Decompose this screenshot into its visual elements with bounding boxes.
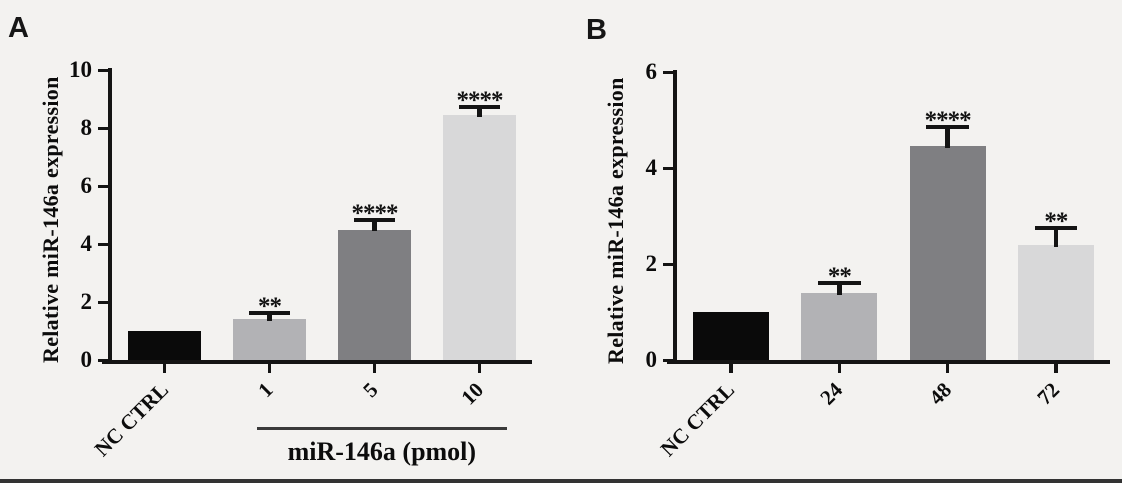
y-tick-label: 6 xyxy=(645,59,658,85)
bar-72 xyxy=(1017,244,1094,360)
bar-5 xyxy=(337,229,412,360)
error-bar-cap xyxy=(458,104,501,110)
x-tick-label-text: 24 xyxy=(815,377,848,410)
error-bar-cap xyxy=(248,310,291,316)
x-axis-tick xyxy=(372,364,377,373)
x-tick-label-text: NC CTRL xyxy=(655,377,740,462)
y-axis-tick xyxy=(663,358,673,362)
y-axis-tick xyxy=(98,300,108,304)
y-axis-line xyxy=(673,70,677,364)
error-bar-stem xyxy=(477,104,482,117)
bar-24 xyxy=(801,292,878,360)
error-bar-stem xyxy=(837,280,842,295)
y-axis-tick xyxy=(663,166,673,170)
x-axis-tick xyxy=(837,364,842,373)
x-tick-label-text: 72 xyxy=(1032,377,1065,410)
error-bar-stem xyxy=(945,124,950,149)
significance-stars: ** xyxy=(827,262,852,290)
significance-stars: **** xyxy=(456,86,504,114)
x-tick-label-text: 48 xyxy=(923,377,956,410)
x-axis-group-underline xyxy=(256,427,507,430)
y-tick-label: 8 xyxy=(80,115,93,141)
x-axis-tick xyxy=(1054,364,1058,373)
x-tick-label-text: 1 xyxy=(253,377,278,403)
error-bar-stem xyxy=(1053,225,1059,247)
bar-1 xyxy=(232,319,307,360)
x-axis-tick xyxy=(945,364,950,373)
bar-nc-ctrl xyxy=(127,331,202,360)
y-tick-label: 2 xyxy=(80,289,93,315)
error-bar-cap xyxy=(926,124,969,130)
panel-b-plot-area: 0 2 4 6 NC CTRL 24 ** 48 **** 72 ** xyxy=(646,60,1110,461)
y-axis-tick xyxy=(98,184,108,188)
x-axis-line xyxy=(102,360,532,364)
x-axis-line xyxy=(667,360,1110,364)
x-axis-tick xyxy=(477,364,482,373)
bar-48 xyxy=(909,146,986,360)
y-tick-label: 0 xyxy=(80,347,93,373)
panel-a-label: A xyxy=(8,12,29,44)
figure-bottom-border xyxy=(0,479,1122,483)
y-axis-tick xyxy=(98,242,108,246)
error-bar-cap xyxy=(353,217,396,223)
error-bar-stem xyxy=(267,310,272,322)
significance-stars: **** xyxy=(351,199,399,227)
bar-nc-ctrl xyxy=(693,312,769,360)
x-axis-tick xyxy=(267,364,272,373)
significance-stars: ** xyxy=(258,292,282,320)
panel-a-plot-area: 0 2 4 6 8 10 NC CTRL 1 ** 5 **** 10 **** miR-146a (pm… xyxy=(69,58,532,466)
y-tick-label: 6 xyxy=(80,173,93,199)
x-tick-label-text: 5 xyxy=(358,377,383,403)
bar-10 xyxy=(442,114,517,360)
significance-stars: **** xyxy=(924,106,972,134)
y-axis-tick xyxy=(98,358,108,362)
panel-b: B Relative miR-146a expression 0 2 4 6 NC CT… xyxy=(561,0,1122,483)
y-tick-label: 10 xyxy=(69,57,92,83)
x-tick-label-text: 10 xyxy=(455,377,488,410)
error-bar-stem xyxy=(372,217,377,232)
y-tick-label: 0 xyxy=(645,347,658,373)
error-bar-cap xyxy=(1034,225,1078,231)
panel-b-y-axis-title: Relative miR-146a expression xyxy=(603,77,628,365)
x-axis-tick xyxy=(729,364,733,373)
panel-a-y-axis-title: Relative miR-146a expression xyxy=(38,76,63,364)
x-axis-title: miR-146a (pmol) xyxy=(287,437,477,466)
y-axis-tick xyxy=(663,262,673,266)
y-tick-label: 2 xyxy=(645,251,658,277)
significance-stars: ** xyxy=(1044,207,1068,235)
y-axis-tick xyxy=(663,70,673,74)
y-tick-label: 4 xyxy=(80,231,93,257)
panel-a: A Relative miR-146a expression 0 2 4 6 8 10 NC… xyxy=(8,12,532,466)
error-bar-cap xyxy=(818,280,861,286)
x-axis-tick xyxy=(162,364,167,373)
y-axis-line xyxy=(108,68,112,364)
panel-b-label: B xyxy=(586,14,607,46)
y-tick-label: 4 xyxy=(645,155,658,181)
y-axis-tick xyxy=(98,126,108,130)
x-tick-label-text: NC CTRL xyxy=(89,377,173,462)
y-axis-tick xyxy=(98,68,108,72)
